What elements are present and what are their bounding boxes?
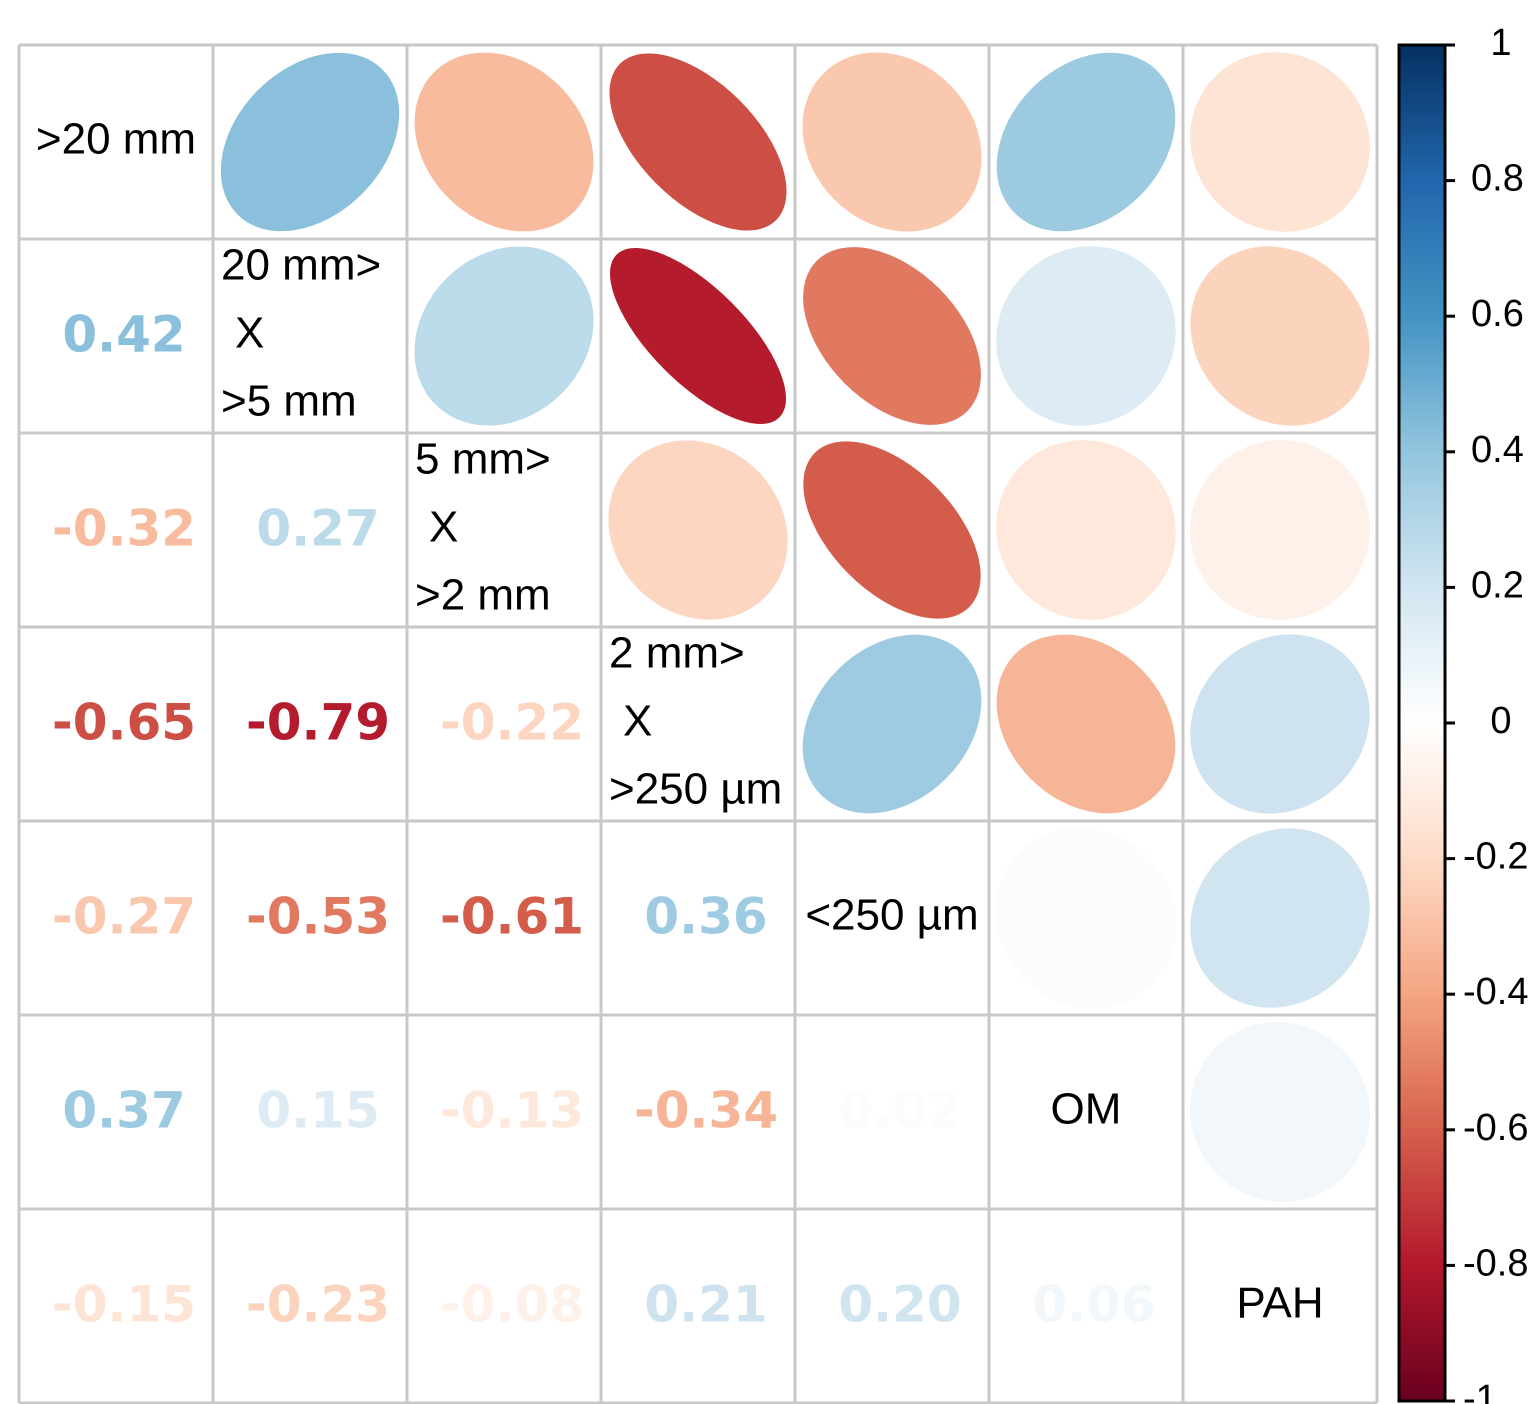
coefficient-label: -0.08 — [440, 1276, 584, 1334]
coefficient-label: 0.20 — [838, 1276, 961, 1334]
colorbar-tick-label: 0.4 — [1471, 429, 1524, 471]
coefficient-label: -0.65 — [52, 694, 196, 752]
diagonal-label: X — [623, 697, 652, 746]
correlation-ellipse — [1190, 52, 1370, 232]
coefficient-label: -0.79 — [246, 694, 390, 752]
coefficient-label: 0.15 — [256, 1082, 379, 1140]
diagonal-label: >250 µm — [609, 765, 782, 814]
coefficient-label: 0.21 — [644, 1276, 767, 1334]
correlation-ellipse — [803, 441, 981, 619]
correlation-ellipse — [1190, 634, 1370, 814]
colorbar-tick-label: -0.4 — [1463, 971, 1528, 1013]
colorbar-tick-label: -1 — [1463, 1378, 1497, 1404]
colorbar-tick-label: 1 — [1490, 22, 1511, 64]
diagonal-label: 5 mm> — [415, 435, 551, 484]
colorbar-gradient — [1397, 43, 1447, 1403]
correlation-ellipse — [414, 246, 594, 426]
coefficient-label: -0.34 — [634, 1082, 778, 1140]
colorbar-tick-label: -0.6 — [1463, 1107, 1528, 1149]
coefficient-label: 0.06 — [1032, 1276, 1155, 1334]
correlation-ellipse — [1190, 246, 1370, 426]
coefficient-label: -0.13 — [440, 1082, 584, 1140]
coefficient-label: -0.61 — [440, 888, 584, 946]
correlation-ellipse — [1190, 828, 1370, 1008]
diagonal-label: <250 µm — [805, 891, 978, 940]
coefficient-label: -0.32 — [52, 500, 196, 558]
correlation-ellipse — [1190, 1022, 1370, 1202]
correlation-ellipse — [995, 827, 1177, 1009]
correlation-ellipse — [220, 52, 400, 232]
coefficient-label: -0.15 — [52, 1276, 196, 1334]
colorbar-tick-label: 0 — [1490, 700, 1511, 742]
coefficient-label: 0.02 — [838, 1082, 961, 1140]
correlation-ellipse — [608, 440, 788, 620]
coefficient-label: -0.53 — [246, 888, 390, 946]
diagonal-label: X — [235, 309, 264, 358]
colorbar-tick-label: 0.2 — [1471, 564, 1524, 606]
correlation-ellipse — [996, 246, 1176, 426]
diagonal-label: OM — [1051, 1085, 1122, 1134]
correlation-ellipse — [996, 634, 1176, 814]
correlation-ellipse — [802, 52, 982, 232]
correlation-ellipse — [803, 247, 981, 425]
diagonal-label: >20 mm — [36, 115, 196, 164]
coefficient-label: 0.37 — [62, 1082, 185, 1140]
colorbar: 1 0.8 0.6 0.4 0.2 0 -0.2 -0.4 -0.6 -0.8 -1 — [1397, 22, 1528, 1404]
diagonal-label: PAH — [1236, 1279, 1323, 1328]
correlation-ellipse — [609, 53, 787, 231]
coefficient-label: 0.42 — [62, 306, 185, 364]
colorbar-tick-label: -0.8 — [1463, 1242, 1528, 1284]
coefficient-label: -0.22 — [440, 694, 584, 752]
correlation-ellipse — [996, 52, 1176, 232]
diagonal-label: 20 mm> — [221, 241, 381, 290]
diagonal-label: >2 mm — [415, 571, 551, 620]
correlation-ellipse — [610, 248, 786, 424]
diagonal-label: 2 mm> — [609, 629, 745, 678]
matrix-marks: >20 mm 0.42 20 mm> X >5 mm -0.32 0.27 5 mm> X >2 … — [36, 52, 1370, 1334]
coefficient-label: -0.23 — [246, 1276, 390, 1334]
correlation-ellipse — [996, 440, 1176, 620]
diagonal-label: X — [429, 503, 458, 552]
colorbar-tick-label: 0.6 — [1471, 293, 1524, 335]
diagonal-label: >5 mm — [221, 377, 357, 426]
coefficient-label: 0.27 — [256, 500, 379, 558]
correlation-ellipse — [802, 634, 982, 814]
matrix-grid — [17, 43, 1379, 1404]
colorbar-tick-label: 0.8 — [1471, 158, 1524, 200]
colorbar-tick-label: -0.2 — [1463, 836, 1528, 878]
correlation-ellipse — [1190, 440, 1370, 620]
coefficient-label: -0.27 — [52, 888, 196, 946]
coefficient-label: 0.36 — [644, 888, 767, 946]
correlation-ellipse — [414, 52, 594, 232]
